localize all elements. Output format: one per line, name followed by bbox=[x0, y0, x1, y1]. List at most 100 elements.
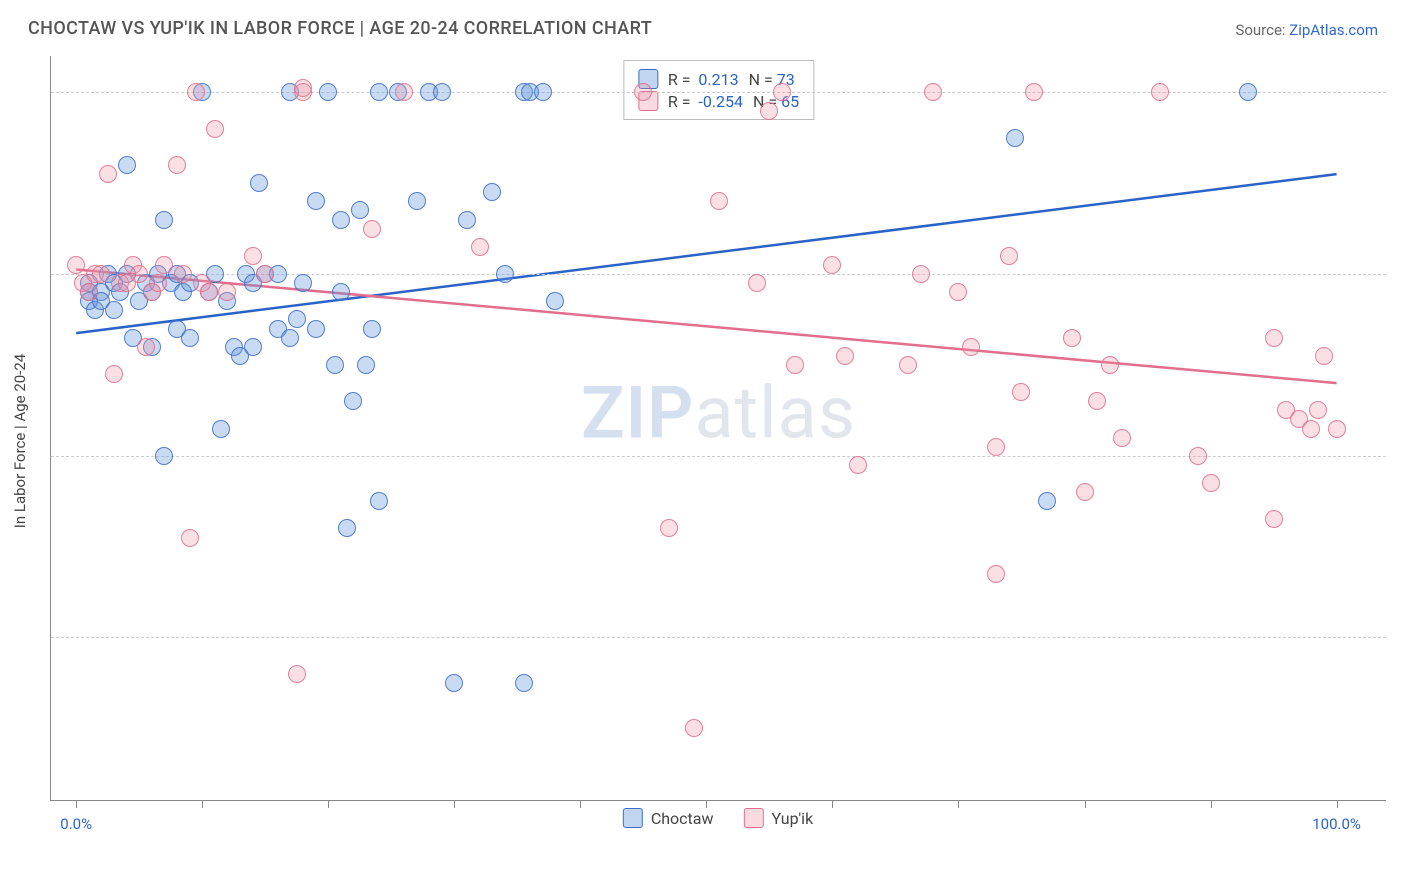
data-point[interactable] bbox=[256, 265, 274, 283]
legend-item[interactable]: Choctaw bbox=[623, 808, 714, 828]
data-point[interactable] bbox=[288, 665, 306, 683]
data-point[interactable] bbox=[1101, 356, 1119, 374]
data-point[interactable] bbox=[1189, 447, 1207, 465]
data-point[interactable] bbox=[634, 83, 652, 101]
data-point[interactable] bbox=[1328, 420, 1346, 438]
data-point[interactable] bbox=[130, 265, 148, 283]
data-point[interactable] bbox=[849, 456, 867, 474]
data-point[interactable] bbox=[332, 211, 350, 229]
data-point[interactable] bbox=[294, 274, 312, 292]
data-point[interactable] bbox=[370, 83, 388, 101]
data-point[interactable] bbox=[1012, 383, 1030, 401]
data-point[interactable] bbox=[987, 565, 1005, 583]
data-point[interactable] bbox=[408, 192, 426, 210]
data-point[interactable] bbox=[181, 329, 199, 347]
data-point[interactable] bbox=[1113, 429, 1131, 447]
data-point[interactable] bbox=[363, 320, 381, 338]
data-point[interactable] bbox=[250, 174, 268, 192]
data-point[interactable] bbox=[319, 83, 337, 101]
data-point[interactable] bbox=[357, 356, 375, 374]
data-point[interactable] bbox=[338, 519, 356, 537]
data-point[interactable] bbox=[924, 83, 942, 101]
data-point[interactable] bbox=[307, 320, 325, 338]
data-point[interactable] bbox=[949, 283, 967, 301]
trend-line bbox=[76, 174, 1336, 333]
source-link[interactable]: ZipAtlas.com bbox=[1289, 21, 1378, 39]
data-point[interactable] bbox=[344, 392, 362, 410]
data-point[interactable] bbox=[1151, 83, 1169, 101]
data-point[interactable] bbox=[1038, 492, 1056, 510]
data-point[interactable] bbox=[281, 329, 299, 347]
data-point[interactable] bbox=[1006, 129, 1024, 147]
data-point[interactable] bbox=[836, 347, 854, 365]
data-point[interactable] bbox=[149, 274, 167, 292]
data-point[interactable] bbox=[445, 674, 463, 692]
data-point[interactable] bbox=[458, 211, 476, 229]
data-point[interactable] bbox=[496, 265, 514, 283]
data-point[interactable] bbox=[760, 102, 778, 120]
data-point[interactable] bbox=[206, 120, 224, 138]
data-point[interactable] bbox=[433, 83, 451, 101]
data-point[interactable] bbox=[244, 247, 262, 265]
data-point[interactable] bbox=[1302, 420, 1320, 438]
data-point[interactable] bbox=[660, 519, 678, 537]
data-point[interactable] bbox=[294, 79, 312, 97]
data-point[interactable] bbox=[92, 265, 110, 283]
data-point[interactable] bbox=[546, 292, 564, 310]
data-point[interactable] bbox=[899, 356, 917, 374]
data-point[interactable] bbox=[1063, 329, 1081, 347]
data-point[interactable] bbox=[370, 492, 388, 510]
data-point[interactable] bbox=[1202, 474, 1220, 492]
series-legend: Choctaw Yup'ik bbox=[623, 808, 813, 828]
data-point[interactable] bbox=[212, 420, 230, 438]
data-point[interactable] bbox=[99, 165, 117, 183]
data-point[interactable] bbox=[1265, 329, 1283, 347]
data-point[interactable] bbox=[181, 529, 199, 547]
data-point[interactable] bbox=[332, 283, 350, 301]
data-point[interactable] bbox=[987, 438, 1005, 456]
data-point[interactable] bbox=[1315, 347, 1333, 365]
data-point[interactable] bbox=[218, 283, 236, 301]
data-point[interactable] bbox=[288, 310, 306, 328]
data-point[interactable] bbox=[710, 192, 728, 210]
data-point[interactable] bbox=[105, 301, 123, 319]
data-point[interactable] bbox=[515, 674, 533, 692]
data-point[interactable] bbox=[685, 719, 703, 737]
data-point[interactable] bbox=[326, 356, 344, 374]
data-point[interactable] bbox=[244, 338, 262, 356]
data-point[interactable] bbox=[823, 256, 841, 274]
data-point[interactable] bbox=[80, 283, 98, 301]
data-point[interactable] bbox=[168, 156, 186, 174]
data-point[interactable] bbox=[67, 256, 85, 274]
x-tick bbox=[1085, 800, 1086, 808]
data-point[interactable] bbox=[534, 83, 552, 101]
data-point[interactable] bbox=[351, 201, 369, 219]
data-point[interactable] bbox=[1076, 483, 1094, 501]
data-point[interactable] bbox=[137, 338, 155, 356]
data-point[interactable] bbox=[483, 183, 501, 201]
data-point[interactable] bbox=[1309, 401, 1327, 419]
data-point[interactable] bbox=[105, 365, 123, 383]
data-point[interactable] bbox=[187, 83, 205, 101]
data-point[interactable] bbox=[363, 220, 381, 238]
data-point[interactable] bbox=[1239, 83, 1257, 101]
data-point[interactable] bbox=[1265, 510, 1283, 528]
data-point[interactable] bbox=[174, 265, 192, 283]
data-point[interactable] bbox=[155, 211, 173, 229]
data-point[interactable] bbox=[471, 238, 489, 256]
data-point[interactable] bbox=[786, 356, 804, 374]
data-point[interactable] bbox=[1025, 83, 1043, 101]
data-point[interactable] bbox=[200, 283, 218, 301]
data-point[interactable] bbox=[1088, 392, 1106, 410]
data-point[interactable] bbox=[307, 192, 325, 210]
data-point[interactable] bbox=[1000, 247, 1018, 265]
data-point[interactable] bbox=[395, 83, 413, 101]
data-point[interactable] bbox=[155, 256, 173, 274]
data-point[interactable] bbox=[155, 447, 173, 465]
data-point[interactable] bbox=[962, 338, 980, 356]
data-point[interactable] bbox=[118, 156, 136, 174]
data-point[interactable] bbox=[912, 265, 930, 283]
data-point[interactable] bbox=[773, 83, 791, 101]
legend-item[interactable]: Yup'ik bbox=[744, 808, 814, 828]
data-point[interactable] bbox=[748, 274, 766, 292]
